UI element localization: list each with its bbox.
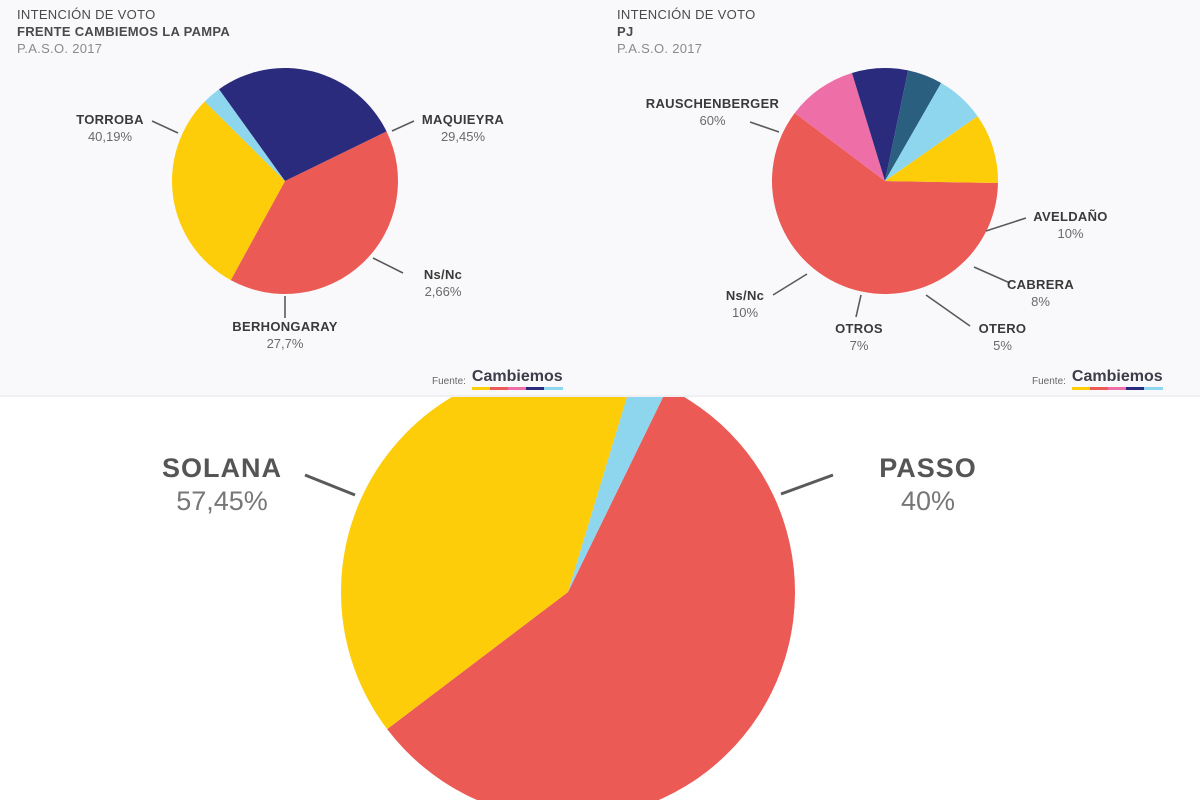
pie-slice-ns-nc [204, 89, 285, 181]
slice-label-nsnc: Ns/Nc 2,66% [408, 266, 478, 300]
slice-name: CABRERA [1006, 277, 1075, 292]
slice-label-nsnc: Ns/Nc 10% [715, 287, 775, 321]
cambiemos-logo: Cambiemos [1071, 368, 1163, 385]
pie-slice-solana [387, 397, 795, 800]
pie-slice-maquieyra [172, 101, 285, 281]
slice-name: Ns/Nc [423, 267, 463, 282]
chart-subtitle: P.A.S.O. 2017 [17, 41, 103, 56]
slice-value: 5% [993, 338, 1012, 353]
pie-chart-solana-passo [304, 397, 834, 800]
slice-value: 7% [849, 338, 869, 353]
slice-value: 10% [731, 305, 759, 320]
slice-name: AVELDAÑO [1033, 209, 1108, 224]
slice-name: TORROBA [76, 112, 144, 127]
pie-slice-cabrera [851, 68, 909, 181]
slice-name: OTERO [978, 321, 1027, 336]
slice-value: 2,66% [424, 284, 462, 299]
leader-line [985, 217, 1027, 232]
chart-title-line1: INTENCIÓN DE VOTO [617, 7, 756, 22]
slice-value: 40% [900, 486, 956, 516]
pie-slice-torroba [230, 131, 398, 294]
leader-line [973, 266, 1011, 284]
leader-line [749, 121, 780, 133]
slice-value: 8% [1031, 294, 1050, 309]
slice-label-otero: OTERO 5% [970, 320, 1035, 354]
panel-separator [0, 395, 1200, 397]
pie-slice-avelda-o [794, 72, 885, 181]
source-label: Fuente: [1032, 376, 1066, 387]
chart-panel-pj: INTENCIÓN DE VOTO PJ P.A.S.O. 2017 RAUSC… [600, 0, 1200, 395]
slice-label-solana: SOLANA 57,45% [132, 452, 312, 518]
cambiemos-logo: Cambiemos [471, 368, 563, 385]
slice-value: 60% [699, 113, 726, 128]
slice-name: OTROS [835, 321, 883, 336]
slice-label-cabrera: CABRERA 8% [998, 276, 1083, 310]
slice-label-rauschenberger: RAUSCHENBERGER 60% [630, 95, 795, 129]
slice-name: Ns/Nc [725, 288, 765, 303]
slice-value: 10% [1057, 226, 1084, 241]
slice-label-maquieyra: MAQUIEYRA 29,45% [408, 111, 518, 145]
slice-label-passo: PASSO 40% [848, 452, 1008, 518]
leader-line [304, 473, 356, 497]
chart-title-line2: PJ [617, 24, 634, 39]
leader-line [372, 257, 404, 274]
slice-value: 57,45% [176, 486, 268, 516]
slice-name: PASSO [879, 453, 977, 483]
pie-slice-rauschenberger [771, 112, 998, 294]
slice-name: SOLANA [162, 453, 282, 483]
chart-subtitle: P.A.S.O. 2017 [617, 41, 703, 56]
leader-line [151, 120, 179, 134]
pie-slice-other [568, 397, 664, 592]
pie-chart-frente-cambiemos [151, 68, 415, 318]
slice-value: 27,7% [266, 336, 304, 351]
chart-title-line1: INTENCIÓN DE VOTO [17, 7, 156, 22]
leader-line [780, 473, 834, 496]
logo-color-bar [471, 387, 563, 390]
slice-label-aveldano: AVELDAÑO 10% [1018, 208, 1123, 242]
leader-line [925, 294, 971, 327]
chart-panel-solana-passo: SOLANA 57,45% PASSO 40% [0, 397, 1200, 800]
slice-label-torroba: TORROBA 40,19% [60, 111, 160, 145]
logo-color-bar [1071, 387, 1163, 390]
pie-slice-ns-nc [885, 116, 998, 183]
slice-name: BERHONGARAY [232, 319, 338, 334]
pie-slice-otero [885, 70, 942, 181]
pie-chart-pj [749, 68, 1027, 327]
leader-line [391, 120, 415, 132]
source-label: Fuente: [432, 376, 466, 387]
leader-line [855, 294, 862, 318]
pie-slice-otros [885, 82, 978, 181]
slice-label-otros: OTROS 7% [828, 320, 890, 354]
source-credit: Fuente: Cambiemos [432, 368, 563, 390]
slice-value: 29,45% [440, 129, 486, 144]
source-credit: Fuente: Cambiemos [1032, 368, 1163, 390]
pie-slice-passo [341, 397, 627, 730]
slice-name: MAQUIEYRA [421, 112, 505, 127]
pie-slice-berhongaray [219, 68, 387, 181]
chart-panel-frente-cambiemos: INTENCIÓN DE VOTO FRENTE CAMBIEMOS LA PA… [0, 0, 600, 395]
slice-value: 40,19% [87, 129, 133, 144]
chart-title-line2: FRENTE CAMBIEMOS LA PAMPA [17, 24, 231, 39]
slice-name: RAUSCHENBERGER [645, 96, 780, 111]
slice-label-berhongaray: BERHONGARAY 27,7% [220, 318, 350, 352]
leader-line [772, 273, 808, 296]
